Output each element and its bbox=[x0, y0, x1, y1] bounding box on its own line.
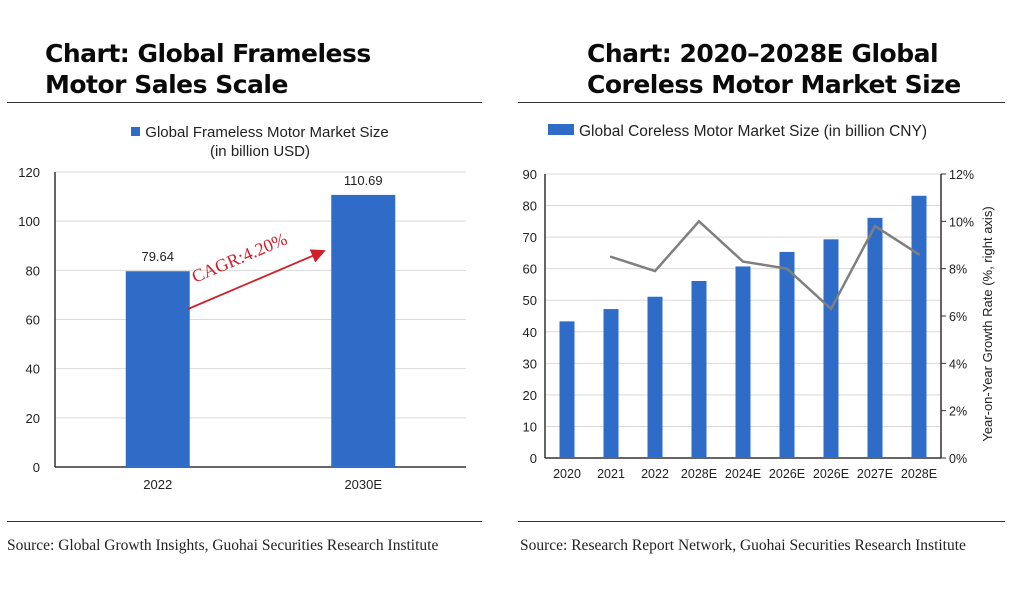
right-chart-title: Chart: 2020–2028E Global Coreless Motor … bbox=[587, 38, 961, 100]
left-legend-unit: (in billion USD) bbox=[209, 143, 311, 160]
growth-rate-point bbox=[917, 253, 921, 256]
y-tick-label: 80 bbox=[523, 199, 537, 214]
growth-rate-point bbox=[609, 255, 613, 259]
x-tick-label: 2024E bbox=[725, 467, 761, 481]
y2-tick-label: 6% bbox=[949, 310, 967, 324]
left-title-line1: Chart: Global Frameless bbox=[45, 39, 371, 68]
left-legend: Global Frameless Motor Market Size (in b… bbox=[60, 123, 460, 161]
y-tick-label: 20 bbox=[26, 411, 40, 426]
data-label: 79.64 bbox=[141, 249, 174, 264]
x-tick-label: 2030E bbox=[344, 477, 382, 492]
x-tick-label: 2028E bbox=[681, 467, 717, 481]
right-bottom-divider bbox=[518, 521, 1005, 522]
left-legend-label: Global Frameless Motor Market Size bbox=[145, 124, 389, 141]
y-tick-label: 60 bbox=[26, 313, 40, 328]
right-top-divider bbox=[518, 102, 1005, 103]
y2-tick-label: 0% bbox=[949, 452, 967, 466]
y-tick-label: 20 bbox=[523, 388, 537, 403]
x-tick-label: 2020 bbox=[553, 467, 581, 481]
right-legend-label: Global Coreless Motor Market Size (in bi… bbox=[579, 123, 928, 140]
y-tick-label: 80 bbox=[26, 263, 40, 278]
cagr-arrow bbox=[187, 249, 326, 310]
bar-2024E bbox=[735, 266, 751, 458]
growth-rate-point bbox=[873, 224, 877, 228]
right-title-line2: Coreless Motor Market Size bbox=[587, 70, 961, 99]
x-tick-label: 2026E bbox=[813, 467, 849, 481]
y-tick-label: 10 bbox=[523, 419, 537, 434]
y2-tick-label: 2% bbox=[949, 405, 967, 419]
data-label: 110.69 bbox=[344, 173, 383, 188]
y2-tick-label: 12% bbox=[949, 168, 974, 182]
left-source: Source: Global Growth Insights, Guohai S… bbox=[7, 537, 439, 554]
y-tick-label: 120 bbox=[18, 165, 40, 180]
y-tick-label: 60 bbox=[523, 262, 537, 277]
left-title-line2: Motor Sales Scale bbox=[45, 70, 288, 99]
bar-2030E bbox=[331, 194, 396, 467]
left-chart-title: Chart: Global Frameless Motor Sales Scal… bbox=[45, 38, 371, 100]
bar-2028E bbox=[691, 280, 707, 458]
y2-tick-label: 10% bbox=[949, 215, 974, 229]
x-tick-label: 2027E bbox=[857, 467, 893, 481]
growth-rate-point bbox=[697, 220, 701, 223]
growth-rate-point bbox=[785, 267, 789, 270]
bar-2022 bbox=[647, 296, 663, 458]
y-tick-label: 40 bbox=[26, 362, 40, 377]
y-tick-label: 90 bbox=[523, 167, 537, 182]
y-tick-label: 50 bbox=[523, 293, 537, 308]
bar-2021 bbox=[603, 309, 619, 458]
right-source: Source: Research Report Network, Guohai … bbox=[520, 537, 966, 554]
x-tick-label: 2022 bbox=[143, 477, 172, 492]
y-tick-label: 100 bbox=[18, 214, 40, 229]
growth-rate-line bbox=[610, 219, 920, 311]
bar-2026E bbox=[779, 251, 795, 458]
y2-tick-label: 4% bbox=[949, 357, 967, 371]
y2-axis-label: Year-on-Year Growth Rate (%, right axis) bbox=[980, 206, 995, 441]
growth-rate-point bbox=[741, 260, 745, 263]
x-tick-label: 2026E bbox=[769, 467, 805, 481]
bar-2027E bbox=[867, 217, 883, 458]
right-title-line1: Chart: 2020–2028E Global bbox=[587, 39, 939, 68]
legend-swatch bbox=[131, 127, 141, 136]
x-tick-label: 2021 bbox=[597, 467, 625, 481]
y2-tick-label: 8% bbox=[949, 263, 967, 277]
bar-2020 bbox=[559, 321, 575, 458]
y-tick-label: 0 bbox=[530, 451, 537, 466]
y-tick-label: 0 bbox=[33, 460, 40, 475]
growth-rate-point bbox=[829, 307, 833, 311]
right-legend: Global Coreless Motor Market Size (in bi… bbox=[548, 123, 927, 141]
left-bottom-divider bbox=[7, 521, 482, 522]
x-tick-label: 2022 bbox=[641, 467, 669, 481]
bar-2028E bbox=[911, 195, 927, 459]
growth-rate-point bbox=[653, 269, 657, 273]
left-top-divider bbox=[7, 102, 482, 103]
x-tick-label: 2028E bbox=[901, 467, 937, 481]
y-tick-label: 70 bbox=[523, 230, 537, 245]
bar-2026E bbox=[823, 239, 839, 458]
cagr-annotation: CAGR:4.20% bbox=[189, 229, 290, 287]
y-tick-label: 40 bbox=[523, 325, 537, 340]
legend-swatch bbox=[548, 124, 574, 135]
y-tick-label: 30 bbox=[523, 356, 537, 371]
bar-2022 bbox=[125, 271, 190, 467]
